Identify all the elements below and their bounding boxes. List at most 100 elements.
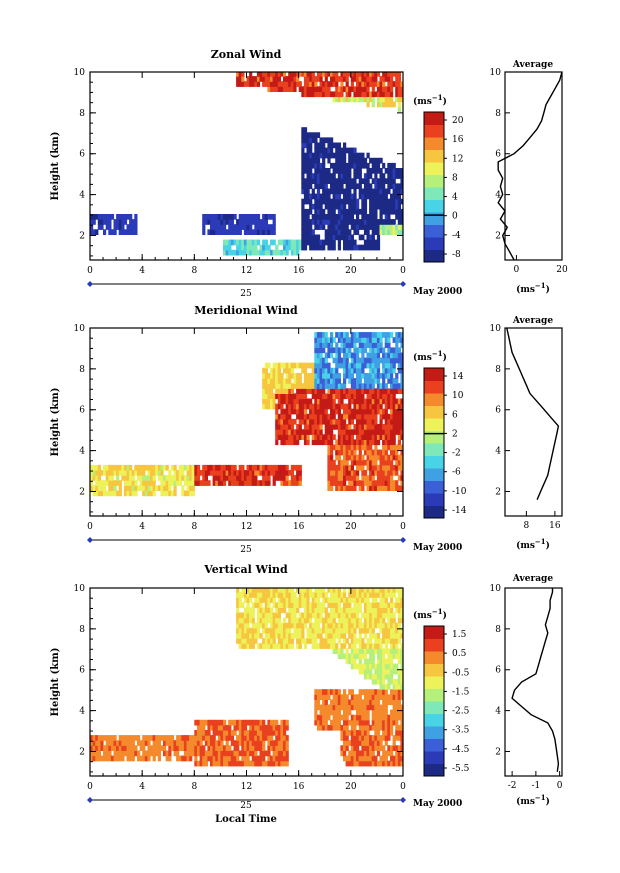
zonal-wind-cell [95,229,99,235]
vertical-wind-cell [251,643,255,649]
meridional-wind-cell [288,470,292,476]
meridional-wind-cell [392,470,396,476]
vertical-wind-cell [371,627,375,634]
meridional-wind-cell [324,332,328,338]
zonal-wind-cell [210,219,214,225]
vertical-wind-cell [395,597,399,603]
meridional-wind-cell [262,383,266,389]
zonal-wind-cell [275,81,279,87]
zonal-wind-cell [256,224,261,230]
zonal-wind-cell [283,76,287,82]
zonal-wind-cell [306,157,310,164]
vertical-wind-cell [249,588,253,593]
zonal-wind-cell [249,76,253,82]
vertical-wind-cell [382,689,386,695]
meridional-wind-cell [262,378,266,384]
zonal-wind-cell [259,249,263,256]
meridional-wind-cell [387,362,391,369]
meridional-wind-cell [314,352,318,359]
meridional-wind-cell [199,480,203,486]
meridional-wind-cell [264,362,268,369]
vertical-wind-cell [316,719,321,726]
meridional-wind-cell [150,485,154,491]
zonal-wind-cell [103,219,107,225]
vertical-wind-cell [366,658,370,665]
zonal-wind-cell [256,76,261,82]
meridional-wind-cell [139,475,143,481]
meridional-wind-cell [376,480,381,486]
meridional-wind-cell [379,424,383,430]
meridional-wind-cell [322,434,326,440]
vertical-wind-cell [379,689,383,695]
vertical-wind-cell [207,719,211,726]
vertical-wind-cell [243,745,248,751]
vertical-wind-cell [363,588,368,593]
vertical-wind-cell [350,617,354,624]
vertical-wind-cell [296,607,300,614]
meridional-wind-cell [290,362,294,369]
meridional-wind-colorbar-label: 14 [452,372,464,382]
zonal-wind-cell [246,81,250,87]
vertical-wind-cell [350,745,354,751]
meridional-wind-cell [314,403,318,410]
meridional-wind-cell [371,373,375,379]
zonal-wind-cell [345,173,349,179]
vertical-wind-cell [272,724,276,731]
zonal-wind-cell [327,91,331,98]
meridional-wind-cell [353,367,357,374]
meridional-wind-cell [233,480,237,486]
zonal-wind-cell [238,214,242,220]
zonal-wind-cell [306,239,310,246]
vertical-wind-cell [384,755,388,762]
zonal-wind-cell [345,208,349,215]
vertical-wind-cell [322,617,326,624]
meridional-wind-cell [212,475,216,481]
zonal-wind-cell [243,229,248,235]
zonal-wind-cell [301,132,305,138]
meridional-wind-cell [314,434,318,440]
vertical-wind-xtick-label: 4 [139,782,145,792]
meridional-wind-average-ytick-label: 8 [495,365,501,375]
zonal-wind-cell [356,76,360,82]
vertical-wind-cell [327,638,331,644]
zonal-wind-cell [309,168,313,174]
vertical-wind-cell [137,750,141,757]
zonal-wind-cell [254,249,258,256]
zonal-wind-cell [374,91,378,98]
zonal-wind-cell [353,183,357,190]
zonal-wind-cell [309,86,313,92]
meridional-wind-cell [340,388,344,394]
meridional-wind-cell [275,424,279,430]
vertical-wind-cell [228,730,232,736]
vertical-wind-cell [350,689,354,695]
vertical-wind-cell [147,750,151,757]
zonal-wind-cell [382,72,386,77]
vertical-wind-cell [277,724,281,731]
meridional-wind-cell [288,480,292,486]
zonal-wind-cell [324,193,328,200]
vertical-wind-cell [397,709,401,716]
meridional-wind-cell [189,464,193,471]
vertical-wind-cell [290,607,294,614]
vertical-wind-cell [340,750,344,757]
meridional-wind-cell [379,454,383,461]
vertical-wind-cell [285,735,289,741]
zonal-wind-cell [236,72,240,77]
vertical-wind-cell [238,602,242,608]
zonal-wind-cell [301,86,305,92]
meridional-wind-cell [230,480,234,486]
vertical-wind-cell [363,694,368,700]
zonal-wind-cell [324,81,328,87]
zonal-wind-cell [371,208,375,215]
meridional-wind-cell [327,429,331,435]
vertical-wind-cell [356,638,360,644]
zonal-wind-cell [366,96,370,103]
zonal-wind-cell [387,168,391,174]
vertical-wind-cell [379,597,383,603]
meridional-wind-cell [314,383,318,389]
meridional-wind-cell [264,470,268,476]
zonal-wind-cell [296,72,300,77]
zonal-wind-cell [343,178,347,184]
vertical-wind-cell [392,643,396,649]
